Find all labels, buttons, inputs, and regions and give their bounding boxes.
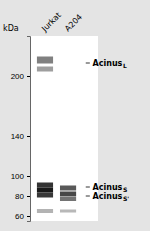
annotation-line bbox=[86, 196, 90, 197]
tick-label: 200 bbox=[11, 72, 25, 81]
axis-title: kDa bbox=[3, 24, 19, 33]
tick-label: 140 bbox=[11, 132, 25, 141]
tick-mark bbox=[27, 196, 30, 197]
y-axis: 60 80 100 140 200 bbox=[11, 37, 31, 222]
band bbox=[37, 209, 53, 213]
tick-mark bbox=[27, 136, 30, 137]
chart-svg: 6080100140200kDaJurkatA204AcinusLAcinusS… bbox=[0, 0, 150, 231]
annotation-subscript: S' bbox=[123, 195, 129, 202]
band bbox=[37, 183, 53, 188]
tick: 80 bbox=[15, 192, 30, 201]
annotation-line bbox=[86, 63, 90, 64]
band bbox=[60, 186, 76, 191]
plot: 6080100140200kDaJurkatA204AcinusLAcinusS… bbox=[3, 11, 129, 222]
band bbox=[37, 67, 53, 72]
tick-mark bbox=[27, 216, 30, 217]
annotation-label: Acinus bbox=[93, 192, 123, 201]
band bbox=[60, 197, 76, 201]
annotation-subscript: S bbox=[123, 186, 127, 193]
tick: 60 bbox=[15, 212, 30, 221]
tick: 100 bbox=[11, 172, 30, 181]
band bbox=[60, 192, 76, 197]
lane-label: A204 bbox=[63, 12, 84, 33]
tick-mark bbox=[27, 176, 30, 177]
annotation-label: Acinus bbox=[93, 59, 123, 68]
tick-label: 100 bbox=[11, 172, 25, 181]
band bbox=[60, 210, 76, 213]
tick: 140 bbox=[11, 132, 30, 141]
axis-line bbox=[27, 37, 31, 222]
band bbox=[37, 193, 53, 198]
blot-background bbox=[30, 36, 98, 221]
bands bbox=[37, 57, 76, 214]
chart-container: 6080100140200kDaJurkatA204AcinusLAcinusS… bbox=[0, 0, 150, 231]
annotation-subscript: L bbox=[123, 62, 127, 69]
tick-label: 60 bbox=[15, 212, 24, 221]
band bbox=[37, 57, 53, 64]
annotation-label: Acinus bbox=[93, 183, 123, 192]
lane-label: Jurkat bbox=[39, 11, 63, 35]
annotations: AcinusLAcinusSAcinusS' bbox=[86, 59, 129, 202]
annotation-line bbox=[86, 187, 90, 188]
band bbox=[37, 188, 53, 193]
tick-label: 80 bbox=[15, 192, 24, 201]
tick: 200 bbox=[11, 72, 30, 81]
tick-mark bbox=[27, 76, 30, 77]
